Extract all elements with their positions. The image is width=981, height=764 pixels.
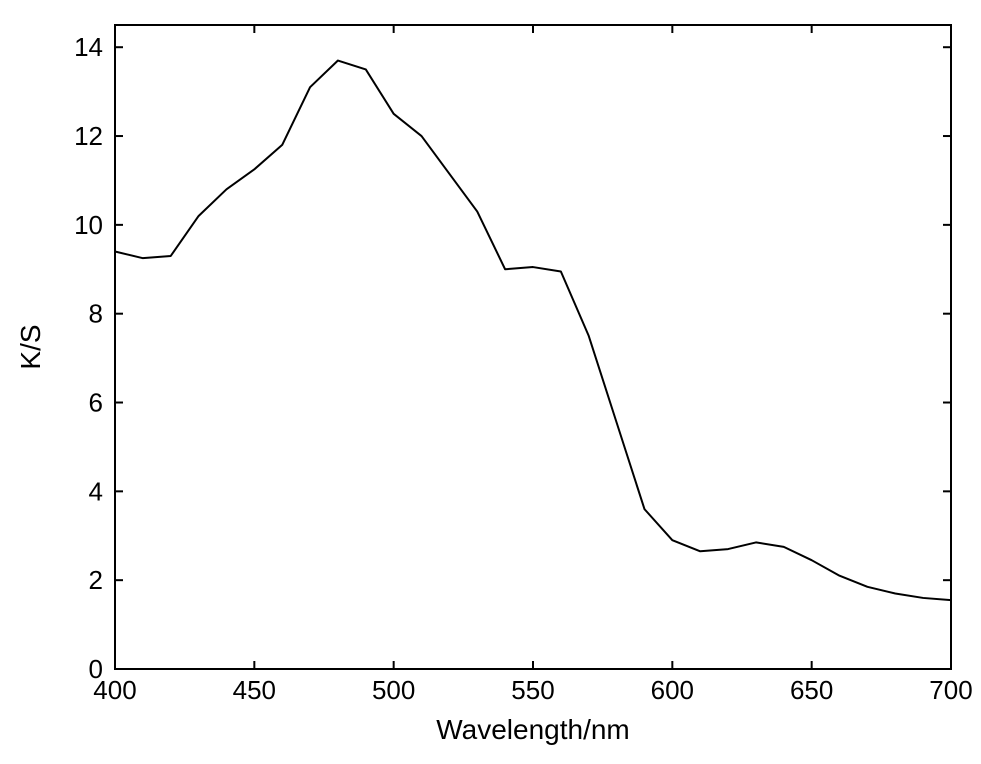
y-tick-label: 6 (89, 388, 103, 418)
x-tick-label: 600 (651, 675, 694, 705)
y-axis-label: K/S (15, 324, 46, 369)
x-axis-label: Wavelength/nm (436, 714, 630, 745)
y-tick-label: 14 (74, 32, 103, 62)
y-tick-label: 2 (89, 565, 103, 595)
chart-container: 40045050055060065070002468101214Waveleng… (0, 0, 981, 764)
y-tick-label: 4 (89, 476, 103, 506)
y-tick-label: 10 (74, 210, 103, 240)
x-tick-label: 500 (372, 675, 415, 705)
x-tick-label: 650 (790, 675, 833, 705)
x-tick-label: 700 (929, 675, 972, 705)
y-tick-label: 12 (74, 121, 103, 151)
y-tick-label: 0 (89, 654, 103, 684)
x-tick-label: 550 (511, 675, 554, 705)
x-tick-label: 450 (233, 675, 276, 705)
y-tick-label: 8 (89, 299, 103, 329)
line-chart: 40045050055060065070002468101214Waveleng… (0, 0, 981, 764)
